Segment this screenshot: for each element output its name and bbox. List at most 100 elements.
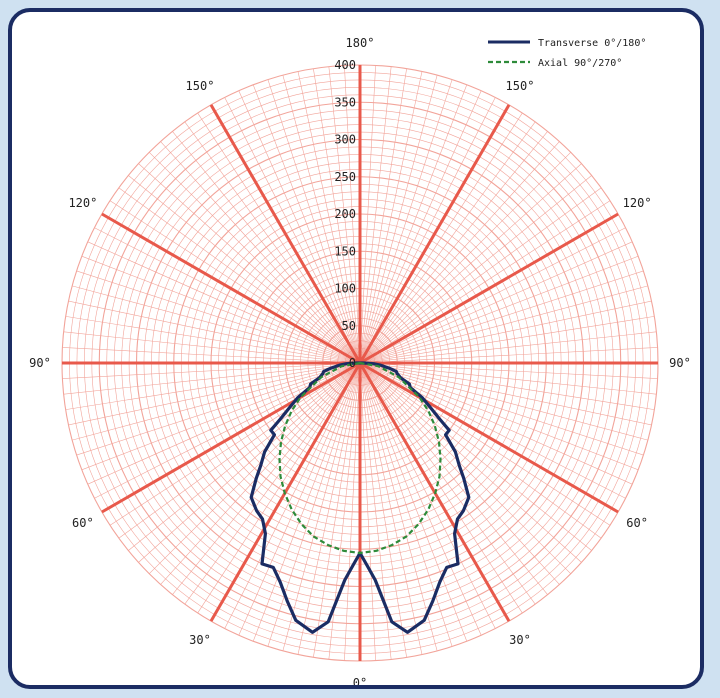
grid-spoke	[359, 152, 571, 364]
grid-spoke	[252, 84, 361, 364]
grid-spoke	[149, 362, 361, 574]
angle-label: 180°	[346, 36, 375, 50]
grid-spoke	[359, 362, 592, 551]
grid-spoke	[252, 362, 361, 642]
angle-label: 90°	[29, 356, 51, 370]
grid-spoke	[344, 362, 361, 661]
series-layer	[249, 361, 471, 634]
polar-chart: 0 50 100 150 200 250 300 350 400 0° 30° 60° 90° 120° 1…	[29, 36, 691, 685]
grid-spoke	[282, 362, 361, 651]
grid-spoke	[118, 362, 361, 539]
major-spoke	[101, 361, 361, 514]
grid-spoke	[224, 362, 361, 629]
grid-spoke	[63, 362, 361, 395]
grid-spoke	[62, 362, 361, 379]
grid-spoke	[359, 362, 423, 655]
grid-spoke	[359, 141, 560, 364]
grid-spoke	[359, 241, 633, 364]
grid-spoke	[172, 131, 361, 364]
grid-spoke	[359, 362, 633, 485]
grid-spoke	[359, 362, 648, 441]
grid-spoke	[313, 362, 361, 658]
grid-spoke	[313, 68, 361, 364]
grid-spoke	[76, 362, 361, 456]
grid-spoke	[359, 175, 592, 364]
grid-spoke	[65, 362, 361, 410]
grid-spoke	[138, 362, 361, 563]
series-transverse-line	[249, 361, 471, 634]
grid-spoke	[359, 362, 536, 605]
grid-spoke	[359, 362, 468, 642]
grid-spoke	[359, 362, 582, 563]
grid-spoke	[160, 362, 361, 585]
angle-label: 60°	[72, 516, 94, 530]
grid-spoke	[359, 362, 376, 661]
grid-spoke	[359, 362, 657, 395]
series-axial-line	[278, 361, 442, 555]
grid-spoke	[359, 362, 571, 574]
grid-spoke	[72, 285, 361, 364]
axis-labels: 0 50 100 150 200 250 300 350 400 0° 30° 60° 90° 120° 1…	[29, 36, 691, 685]
grid-spoke	[224, 97, 361, 364]
grid-spoke	[94, 362, 361, 499]
grid-spoke	[359, 362, 602, 539]
grid-spoke	[282, 75, 361, 364]
grid-spoke	[138, 163, 361, 364]
legend: Transverse 0°/180° Axial 90°/270°	[488, 38, 646, 69]
angle-label: 60°	[626, 516, 648, 530]
grid-spoke	[87, 362, 361, 485]
grid-spoke	[359, 75, 438, 364]
grid-spoke	[359, 362, 438, 651]
grid-spoke	[359, 362, 560, 585]
grid-spoke	[359, 362, 658, 379]
grid-spoke	[344, 65, 361, 364]
angle-label: 30°	[509, 633, 531, 647]
grid-spoke	[359, 362, 652, 426]
grid-spoke	[359, 316, 655, 364]
grid-spoke	[238, 90, 361, 364]
grid-spoke	[62, 347, 361, 364]
grid-spoke	[160, 141, 361, 364]
grid-spoke	[76, 270, 361, 364]
angle-label: 90°	[669, 356, 691, 370]
grid-spoke	[72, 362, 361, 441]
grid-spoke	[359, 187, 602, 364]
radial-tick-label: 0	[349, 356, 356, 370]
grid-spoke	[359, 84, 468, 364]
angle-label: 150°	[506, 79, 535, 93]
grid-spoke	[94, 227, 361, 364]
grid-spoke	[359, 362, 548, 595]
grid-spoke	[359, 66, 392, 364]
grid-spoke	[297, 71, 361, 364]
major-spoke	[359, 361, 619, 514]
grid-spoke	[359, 163, 582, 364]
grid-spoke	[109, 200, 361, 364]
grid-spoke	[359, 97, 496, 364]
grid-spoke	[267, 362, 361, 647]
grid-spoke	[359, 285, 648, 364]
grid-spoke	[359, 65, 376, 364]
grid-spoke	[359, 362, 496, 629]
grid-spoke	[68, 362, 361, 426]
grid-spoke	[359, 255, 639, 364]
grid-spoke	[81, 255, 361, 364]
grid-spoke	[359, 90, 482, 364]
grid-spoke	[184, 121, 361, 364]
grid-spoke	[68, 300, 361, 364]
grid-spoke	[359, 112, 523, 364]
grid-spoke	[359, 227, 626, 364]
grid-spoke	[184, 362, 361, 605]
major-spoke	[209, 104, 362, 364]
legend-label-transverse: Transverse 0°/180°	[538, 38, 646, 49]
grid-spoke	[359, 300, 652, 364]
angle-label: 30°	[189, 633, 211, 647]
radial-tick-label: 200	[334, 207, 356, 221]
grid-spoke	[328, 66, 361, 364]
grid-spoke	[359, 131, 548, 364]
grid-spoke	[359, 331, 657, 364]
radial-tick-label: 300	[334, 133, 356, 147]
grid-spoke	[359, 68, 407, 364]
grid-spoke	[359, 71, 423, 364]
grid-spoke	[359, 270, 644, 364]
grid-spoke	[197, 112, 361, 364]
